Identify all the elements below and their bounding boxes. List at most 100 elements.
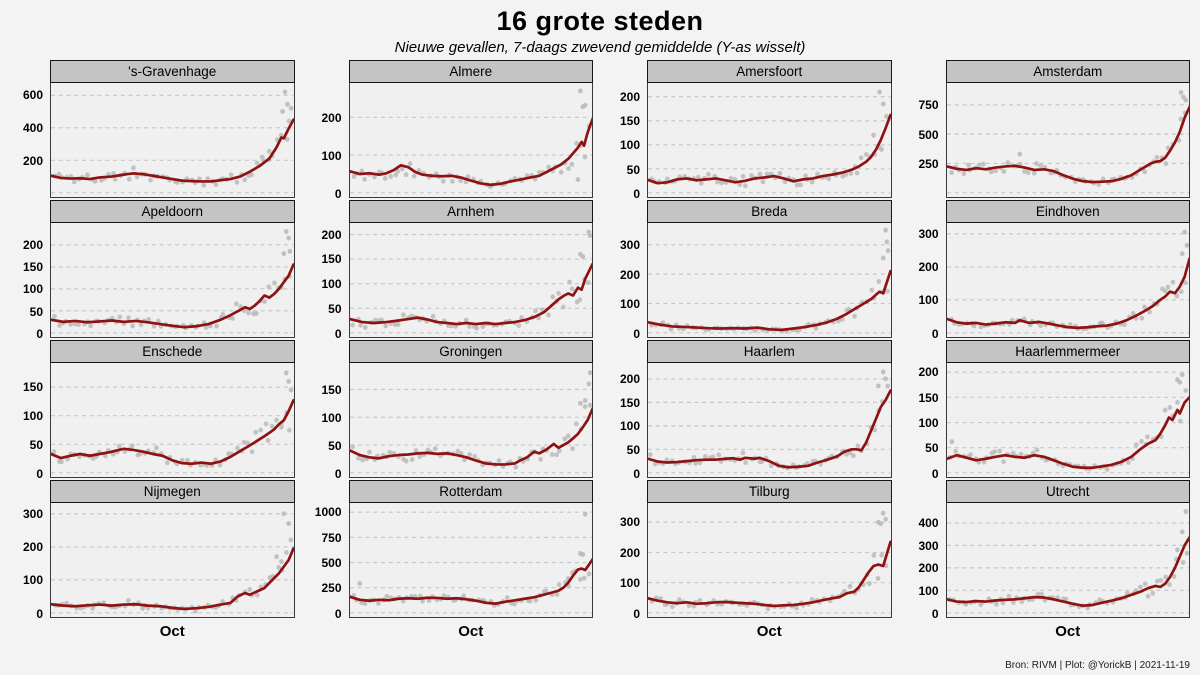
facet-strip-title: Apeldoorn: [50, 200, 295, 223]
x-tick-label-oct: Oct: [458, 623, 484, 640]
plot-panel: [50, 223, 295, 338]
facet-panel: Arnhem 0 50 100 150 200: [303, 200, 593, 341]
y-tick-label: 150: [918, 390, 939, 405]
y-tick-label: 300: [918, 226, 939, 241]
y-tick-label: 0: [36, 326, 43, 341]
y-tick-label: 600: [22, 88, 43, 103]
facet-strip-title: Nijmegen: [50, 480, 295, 503]
plot-panel: [348, 83, 593, 198]
y-tick-label: 750: [321, 530, 342, 545]
x-tick-label-oct: Oct: [159, 623, 185, 640]
y-tick-label: 100: [619, 297, 640, 312]
y-tick-label: 200: [918, 260, 939, 275]
y-tick-label: 150: [321, 382, 342, 397]
y-tick-label: 100: [619, 138, 640, 153]
y-tick-label: 50: [328, 438, 342, 453]
y-tick-label: 100: [918, 584, 939, 599]
x-tick-label-oct: Oct: [1055, 623, 1081, 640]
plot-panel: [348, 363, 593, 478]
facet-panel: Apeldoorn 0 50 100 150 200: [4, 200, 295, 341]
credit-text: Bron: RIVM | Plot: @YorickB | 2021-11-19: [1005, 660, 1190, 671]
y-axis-labels: 0 100 200 300: [601, 503, 647, 621]
facet-panel: Eindhoven 0 100 200 300: [900, 200, 1190, 341]
facet-panel: Haarlemmermeer 0 50 100 150 200: [900, 340, 1190, 481]
facet-strip-title: Rotterdam: [348, 480, 593, 503]
facet-chart-svg: [349, 88, 592, 194]
y-tick-label: 200: [918, 561, 939, 576]
y-tick-label: 0: [334, 326, 342, 341]
plot-panel: [647, 83, 892, 198]
facet-chart-svg: [349, 229, 592, 334]
facet-strip-title: Amersfoort: [647, 60, 892, 83]
plot-panel: [647, 503, 892, 618]
plot-panel: [647, 223, 892, 338]
y-tick-label: 100: [22, 282, 43, 297]
y-tick-label: 100: [321, 410, 342, 425]
y-tick-label: 200: [22, 237, 43, 252]
y-tick-label: 500: [918, 127, 939, 142]
y-tick-label: 300: [918, 538, 939, 553]
y-tick-label: 200: [321, 110, 342, 125]
y-tick-label: 150: [619, 114, 640, 129]
y-tick-label: 0: [334, 466, 342, 481]
y-tick-label: 150: [619, 395, 640, 410]
facet-strip-title: Amsterdam: [945, 60, 1190, 83]
page-subtitle: Nieuwe gevallen, 7-daags zwevend gemidde…: [394, 39, 806, 56]
plot-panel: [348, 223, 593, 338]
facet-chart-svg: [648, 510, 891, 614]
plot-panel: [50, 363, 295, 478]
y-tick-label: 200: [22, 540, 43, 555]
facet-chart-svg: [51, 511, 294, 614]
facet-strip-title: Haarlemmermeer: [945, 340, 1190, 363]
chart-header: 16 grote steden Nieuwe gevallen, 7-daags…: [0, 0, 1200, 56]
x-axis-cell: Oct: [900, 620, 1191, 640]
y-tick-label: 0: [931, 326, 939, 341]
y-tick-label: 50: [925, 441, 939, 456]
y-tick-label: 200: [918, 365, 939, 380]
y-tick-label: 100: [22, 409, 43, 424]
y-axis-labels: 250 500 750: [900, 83, 946, 198]
facet-strip-title: Tilburg: [647, 480, 892, 503]
y-tick-label: 0: [931, 606, 939, 621]
plot-panel: [647, 363, 892, 478]
facet-strip-title: Breda: [647, 200, 892, 223]
y-tick-label: 0: [334, 606, 342, 621]
page-title: 16 grote steden: [496, 6, 704, 36]
y-tick-label: 100: [22, 573, 43, 588]
facet-panel: Groningen 0 50 100 150: [303, 340, 593, 481]
y-tick-label: 200: [619, 89, 640, 104]
y-tick-label: 0: [633, 466, 640, 481]
y-tick-label: 250: [321, 581, 342, 596]
y-tick-label: 50: [626, 162, 640, 177]
y-tick-label: 400: [22, 121, 43, 136]
y-tick-label: 300: [619, 515, 640, 530]
facet-panel: Amsterdam 250 500 750: [900, 60, 1190, 198]
y-axis-labels: 0 100 200: [303, 83, 349, 201]
plot-panel: [50, 503, 295, 618]
facet-chart-svg: [51, 89, 294, 194]
y-tick-label: 1000: [314, 505, 342, 520]
y-axis-labels: 0 100 200 300: [601, 223, 647, 341]
y-tick-label: 150: [22, 260, 43, 275]
y-axis-labels: 0 50 100 150: [303, 363, 349, 481]
y-axis-labels: 0 50 100 150 200: [601, 363, 647, 481]
y-tick-label: 200: [619, 545, 640, 560]
y-tick-label: 100: [619, 419, 640, 434]
facet-panel: Utrecht 0 100 200 300 400: [900, 480, 1190, 621]
y-tick-label: 150: [22, 380, 43, 395]
facet-strip-title: Almere: [348, 60, 593, 83]
facet-chart-svg: [946, 229, 1189, 334]
y-axis-labels: 0 50 100 150 200: [4, 223, 50, 341]
facet-chart-svg: [946, 89, 1189, 194]
y-tick-label: 750: [918, 97, 939, 112]
y-tick-label: 50: [328, 302, 342, 317]
facet-strip-title: Arnhem: [348, 200, 593, 223]
y-tick-label: 200: [619, 372, 640, 387]
y-axis-labels: 200 400 600: [4, 83, 50, 198]
y-tick-label: 0: [633, 606, 640, 621]
y-tick-label: 150: [321, 252, 342, 267]
y-tick-label: 100: [619, 576, 640, 591]
facet-panel: Almere 0 100 200: [303, 60, 593, 201]
y-tick-label: 100: [321, 148, 342, 163]
facet-panel: Breda 0 100 200 300: [601, 200, 892, 341]
